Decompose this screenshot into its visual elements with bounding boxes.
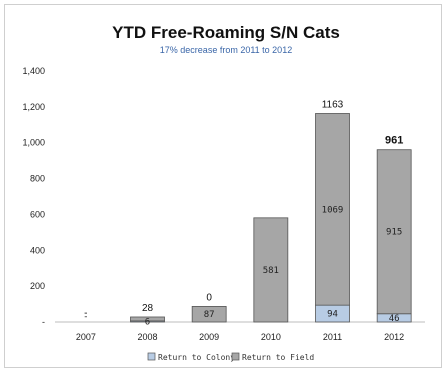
total-label: 961 <box>385 135 403 147</box>
x-tick-label: 2008 <box>137 332 157 342</box>
total-label: - <box>84 308 87 319</box>
legend-label: Return to Field <box>242 353 314 362</box>
x-tick-label: 2012 <box>384 332 404 342</box>
segment-label-return-to-colony: - <box>83 312 88 322</box>
chart-title: YTD Free-Roaming S/N Cats <box>112 23 340 42</box>
segment-label-return-to-field: 87 <box>204 310 215 320</box>
x-tick-label: 2007 <box>76 332 96 342</box>
segment-label-return-to-colony: 6 <box>145 317 150 327</box>
y-tick-label: 600 <box>30 209 45 219</box>
legend: Return to Colony Return to Field <box>147 352 314 362</box>
legend-label: Return to Colony <box>158 353 235 362</box>
bar-return-to-field <box>130 316 165 322</box>
x-axis-ticks: 2007 2008 2009 2010 2011 2012 <box>76 332 404 342</box>
legend-swatch <box>147 352 156 361</box>
total-label: 0 <box>206 292 212 303</box>
y-tick-label: 1,400 <box>22 66 45 76</box>
bar-return-to-field <box>253 217 289 323</box>
y-tick-label: 400 <box>30 245 45 255</box>
segment-label-return-to-colony: 94 <box>327 310 338 320</box>
y-axis-ticks: - 200 400 600 800 1,000 1,200 1,400 <box>22 66 45 327</box>
x-tick-label: 2011 <box>323 332 342 342</box>
segment-label-return-to-field: 915 <box>386 228 402 238</box>
y-tick-label: 200 <box>30 281 45 291</box>
x-tick-label: 2010 <box>261 332 281 342</box>
total-label: 1163 <box>322 99 344 110</box>
segment-label-return-to-field: 1069 <box>322 205 344 215</box>
y-tick-label: 1,000 <box>22 138 45 148</box>
x-tick-label: 2009 <box>199 332 219 342</box>
bar-return-to-field <box>191 306 227 323</box>
total-label: 28 <box>142 303 154 314</box>
y-tick-label: 1,200 <box>22 102 45 112</box>
legend-swatch <box>231 352 240 361</box>
y-tick-label: 800 <box>30 174 45 184</box>
y-tick-label: - <box>42 317 45 327</box>
segment-label-return-to-field: 581 <box>263 266 279 276</box>
segment-label-return-to-colony: 46 <box>389 314 400 324</box>
chart-subtitle: 17% decrease from 2011 to 2012 <box>160 45 292 55</box>
bar-return-to-field <box>376 149 412 315</box>
bar-return-to-field <box>315 113 350 306</box>
